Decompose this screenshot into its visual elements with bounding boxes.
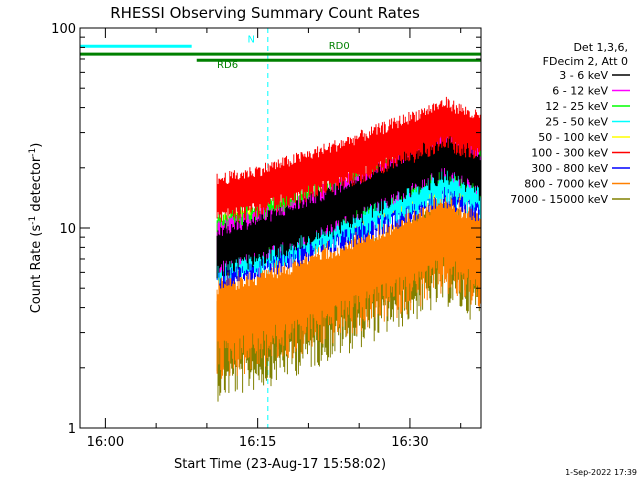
plot-area: NSRD0RD6	[80, 28, 481, 428]
chart-title: RHESSI Observing Summary Count Rates	[110, 4, 420, 22]
x-tick-label-0: 16:00	[87, 435, 124, 450]
legend-label-5: 100 - 300 keV	[531, 147, 608, 160]
legend-label-8: 7000 - 15000 keV	[510, 193, 608, 206]
legend-label-3: 25 - 50 keV	[545, 116, 608, 129]
y-tick-label-0: 1	[68, 422, 76, 437]
x-axis: 16:00 16:15 16:30	[87, 28, 462, 450]
legend-header-detectors: Det 1,3,6,	[573, 41, 628, 54]
x-tick-label-1: 16:15	[239, 435, 276, 450]
series-100-300-kev	[216, 96, 481, 223]
x-axis-label: Start Time (23-Aug-17 15:58:02)	[174, 457, 386, 472]
flag-label-rd0: RD0	[329, 41, 350, 52]
legend-label-1: 6 - 12 keV	[552, 85, 608, 98]
series-3-6-kev	[216, 130, 481, 279]
y-axis: 1 10 100	[51, 22, 481, 437]
legend: Det 1,3,6, FDecim 2, Att 0 3 - 6 keV 6 - …	[510, 41, 630, 206]
legend-label-6: 300 - 800 keV	[531, 162, 608, 175]
y-tick-label-1: 10	[59, 222, 76, 237]
flag-label-n: N	[248, 34, 255, 45]
y-axis-label: Count Rate (s-1 detector-1)	[28, 143, 44, 314]
legend-header-decimation: FDecim 2, Att 0	[543, 55, 628, 68]
legend-label-0: 3 - 6 keV	[559, 69, 608, 82]
footer-timestamp: 1-Sep-2022 17:39	[565, 468, 637, 477]
flag-label-rd6: RD6	[217, 60, 238, 71]
legend-label-4: 50 - 100 keV	[538, 131, 608, 144]
legend-label-2: 12 - 25 keV	[545, 100, 608, 113]
y-tick-label-2: 100	[51, 22, 76, 37]
series-800-7000-kev	[216, 194, 481, 379]
legend-label-7: 800 - 7000 keV	[524, 178, 608, 191]
x-tick-label-2: 16:30	[391, 435, 428, 450]
plot-content: NSRD0RD6	[80, 28, 481, 428]
